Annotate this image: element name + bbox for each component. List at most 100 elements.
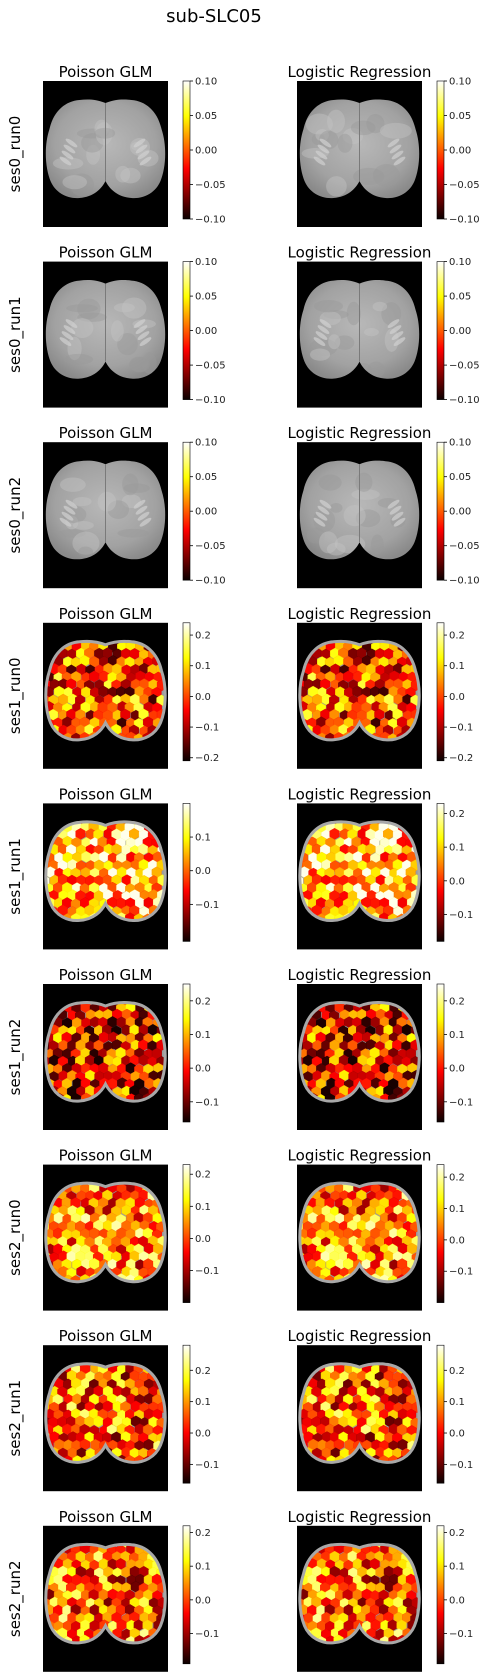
colorbar-tick-label: −0.1 xyxy=(195,1460,219,1471)
parcel-cell xyxy=(89,670,100,683)
parcel-cell xyxy=(81,850,92,863)
colorbar-tick-label: 0.2 xyxy=(449,1366,465,1377)
atlas-barrel xyxy=(315,511,328,521)
colorbar-tick-label: −0.10 xyxy=(195,576,226,587)
colorbar xyxy=(436,1164,445,1303)
parcel-cell xyxy=(321,1069,332,1082)
atlas-region xyxy=(355,472,373,492)
parcel-cell xyxy=(147,1023,158,1036)
atlas-region xyxy=(318,130,339,150)
atlas-barrel xyxy=(391,511,404,521)
colorbar-tick-label: 0.10 xyxy=(449,257,471,268)
colorbar-tick-label: −0.1 xyxy=(449,1097,473,1108)
atlas-region xyxy=(343,504,366,527)
colorbar xyxy=(182,1164,191,1303)
colorbar-tick-label: −0.10 xyxy=(449,215,480,226)
parcel-cell xyxy=(134,882,145,894)
parcel-cell xyxy=(324,1093,335,1102)
colorbar-tick-label: 0.2 xyxy=(195,1528,211,1539)
atlas-barrel xyxy=(393,156,406,166)
colorbar-tick-label: 0.2 xyxy=(449,1528,465,1539)
atlas-barrel xyxy=(65,319,78,329)
brain-rim xyxy=(298,820,421,922)
colorbar-tick-label: 0.2 xyxy=(449,1173,465,1184)
panel-ses2_run1-poisson: Poisson GLM ses2_run1 0.2 0.1 0.0 −0.1 xyxy=(6,1327,219,1492)
panel-title: Poisson GLM xyxy=(59,1147,153,1165)
brain-rim xyxy=(44,1542,167,1645)
atlas-barrel xyxy=(137,150,150,160)
atlas-region xyxy=(334,335,355,350)
colorbar xyxy=(182,983,191,1123)
parcel-cell xyxy=(379,912,390,921)
atlas-barrel xyxy=(63,144,76,154)
colorbar-tick-label: 0.0 xyxy=(195,1234,211,1245)
colorbar-tick-label: −0.05 xyxy=(195,541,226,552)
colorbar-tick-label: −0.10 xyxy=(195,395,226,406)
colorbar-tick-label: 0.0 xyxy=(449,692,465,703)
colorbar xyxy=(436,983,445,1123)
parcel-cell xyxy=(325,1573,336,1586)
colorbar xyxy=(182,80,191,220)
colorbar xyxy=(436,622,445,762)
colorbar xyxy=(436,1525,445,1665)
panel-title: Logistic Regression xyxy=(288,63,432,81)
atlas-region xyxy=(313,299,344,313)
atlas-region xyxy=(364,328,379,337)
figure-title: sub-SLC05 xyxy=(166,6,262,27)
panel-ses1_run0-poisson: Poisson GLM ses1_run0 0.2 0.1 0.0 −0.1 −0.2 xyxy=(6,605,219,769)
panel-ses1_run1-logistic: Logistic Regression 0.2 0.1 0.0 −0.1 xyxy=(288,785,473,950)
panel-ses1_run2-logistic: Logistic Regression 0.2 0.1 0.0 −0.1 xyxy=(288,966,473,1130)
parcel-cell xyxy=(379,1274,390,1282)
atlas-barrel xyxy=(61,511,74,521)
atlas-region xyxy=(77,312,107,322)
row-label: ses1_run0 xyxy=(6,657,25,734)
atlas-barrel xyxy=(319,499,332,509)
colorbar-tick-label: 0.0 xyxy=(449,876,465,887)
atlas-region xyxy=(122,473,139,496)
atlas-region xyxy=(346,301,361,326)
atlas-region xyxy=(81,133,104,153)
colorbar-tick-label: −0.1 xyxy=(449,1460,473,1471)
atlas-barrel xyxy=(391,331,404,341)
colorbar-tick-label: −0.2 xyxy=(195,753,219,764)
colorbar-tick-label: 0.10 xyxy=(195,77,217,88)
row-label: ses1_run1 xyxy=(6,838,25,915)
atlas-region xyxy=(58,529,86,538)
parcel-cell xyxy=(67,1069,78,1082)
atlas-texture xyxy=(59,283,157,374)
atlas-region xyxy=(117,332,138,356)
colorbar-tick-label: 0.05 xyxy=(195,472,217,483)
atlas-barrel xyxy=(319,138,332,148)
panel-title: Logistic Regression xyxy=(288,605,432,623)
row-label: ses0_run0 xyxy=(6,116,25,193)
atlas-region xyxy=(95,122,113,145)
atlas-texture xyxy=(309,283,406,379)
atlas-barrel xyxy=(393,337,406,347)
atlas-region xyxy=(342,128,364,145)
parcel-cell xyxy=(379,731,390,740)
brain-rim xyxy=(44,1362,167,1464)
panel-ses0_run0-logistic: Logistic Regression 0.10 0.05 0.00 −0.05 −0.1… xyxy=(288,63,480,227)
atlas-texture xyxy=(301,103,412,197)
panel-ses1_run1-poisson: Poisson GLM ses1_run1 0.1 0.0 −0.1 xyxy=(6,785,219,950)
parcel-cell xyxy=(70,912,82,921)
colorbar-tick-label: 0.1 xyxy=(449,661,465,672)
colorbar-tick-label: 0.1 xyxy=(195,833,211,844)
parcel-cell xyxy=(98,685,109,698)
atlas-barrel xyxy=(389,144,402,154)
parcel-cell xyxy=(333,1634,344,1643)
atlas-region xyxy=(123,483,150,493)
panel-title: Poisson GLM xyxy=(59,1508,153,1526)
parcel-cell xyxy=(102,1400,113,1413)
panel-ses2_run2-logistic: Logistic Regression 0.2 0.1 0.0 −0.1 xyxy=(288,1508,473,1672)
atlas-region xyxy=(326,176,347,197)
colorbar-tick-label: 0.2 xyxy=(449,809,465,820)
colorbar-tick-label: 0.00 xyxy=(449,326,471,337)
atlas-region xyxy=(315,129,329,142)
atlas-region xyxy=(66,304,98,313)
panel-ses0_run0-poisson: Poisson GLM ses0_run0 0.10 0.05 0.00 −0.05 −0.… xyxy=(6,63,226,227)
colorbar-tick-label: 0.00 xyxy=(195,326,217,337)
atlas-barrel xyxy=(313,337,326,347)
panel-title: Poisson GLM xyxy=(59,966,153,984)
atlas-barrel xyxy=(389,325,402,335)
